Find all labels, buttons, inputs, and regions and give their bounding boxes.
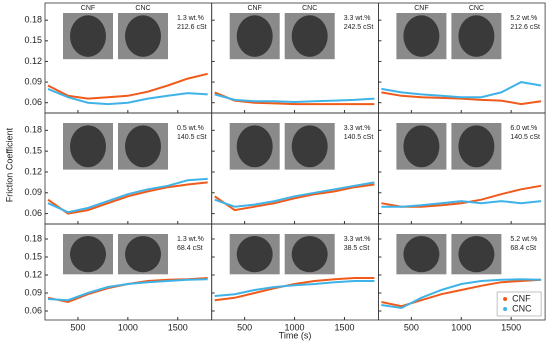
series-line [381, 200, 542, 208]
y-tick-label: 0.06 [24, 305, 42, 315]
annotation: 6.0 wt.% [510, 125, 537, 132]
image-label: CNC [135, 5, 150, 12]
y-tick-label: 0.15 [24, 146, 42, 156]
wear-scar [125, 125, 161, 168]
series-line [47, 181, 208, 215]
x-tick-label: 500 [237, 322, 252, 332]
wear-scar [236, 125, 273, 168]
y-axis-label: Friction Coefficient [4, 127, 14, 202]
image-label: CNF [81, 5, 95, 12]
wear-scar [458, 15, 495, 57]
y-tick-label: 0.06 [24, 208, 42, 218]
x-tick-label: 1000 [285, 322, 305, 332]
wear-scar [291, 125, 328, 168]
wear-scar [403, 125, 440, 168]
wear-scar [403, 236, 440, 273]
x-axis-label: Time (s) [279, 330, 312, 340]
annotation: 212.6 cSt [510, 24, 540, 31]
wear-scar [70, 125, 106, 168]
annotation: 68.4 cSt [177, 245, 203, 252]
y-tick-label: 0.18 [24, 125, 42, 135]
series-line [214, 277, 375, 302]
y-tick-label: 0.06 [24, 97, 42, 107]
annotation: 68.4 cSt [510, 245, 536, 252]
series-line [47, 278, 208, 302]
series-line [47, 72, 208, 100]
annotation: 5.2 wt.% [510, 15, 537, 22]
y-tick-label: 0.09 [24, 187, 42, 197]
wear-scar [291, 236, 328, 273]
x-tick-label: 1000 [451, 322, 471, 332]
y-tick-label: 0.15 [24, 251, 42, 261]
x-tick-label: 1500 [168, 322, 188, 332]
annotation: 0.5 wt.% [177, 125, 204, 132]
annotation: 3.3 wt.% [344, 15, 371, 22]
x-tick-label: 1500 [334, 322, 354, 332]
series-line [214, 181, 375, 208]
image-label: CNC [302, 5, 317, 12]
wear-scar [125, 15, 161, 57]
annotation: 3.3 wt.% [344, 125, 371, 132]
x-tick-label: 500 [70, 322, 85, 332]
annotation: 3.3 wt.% [344, 236, 371, 243]
wear-scar [403, 15, 440, 57]
annotation: 212.6 cSt [177, 24, 207, 31]
legend-box [496, 291, 542, 317]
legend-label: CNF [512, 293, 531, 303]
annotation: 140.5 cSt [177, 134, 207, 141]
y-tick-label: 0.12 [24, 56, 42, 66]
x-tick-label: 500 [404, 322, 419, 332]
y-tick-label: 0.12 [24, 166, 42, 176]
wear-scar [458, 125, 495, 168]
annotation: 140.5 cSt [344, 134, 374, 141]
wear-scar [291, 15, 328, 57]
image-label: CNF [248, 5, 262, 12]
y-tick-label: 0.09 [24, 287, 42, 297]
series-line [214, 183, 375, 212]
annotation: 5.2 wt.% [510, 236, 537, 243]
annotation: 1.3 wt.% [177, 236, 204, 243]
legend-marker [503, 297, 508, 301]
y-tick-label: 0.15 [24, 35, 42, 45]
x-tick-label: 1000 [118, 322, 138, 332]
y-tick-label: 0.18 [24, 233, 42, 243]
series-line [381, 91, 542, 106]
series-line [214, 280, 375, 297]
series-line [214, 93, 375, 104]
wear-scar [70, 236, 106, 273]
series-line [381, 81, 542, 99]
legend-marker [503, 307, 508, 311]
wear-scar [70, 15, 106, 57]
y-tick-label: 0.09 [24, 76, 42, 86]
series-line [47, 177, 208, 214]
wear-scar [125, 236, 161, 273]
image-label: CNF [414, 5, 428, 12]
wear-scar [458, 236, 495, 273]
annotation: 38.5 cSt [344, 245, 370, 252]
image-label: CNC [469, 5, 484, 12]
legend-label: CNC [512, 303, 532, 313]
annotation: 242.5 cSt [344, 24, 374, 31]
series-line [381, 278, 542, 310]
series-line [47, 87, 208, 106]
y-tick-label: 0.18 [24, 15, 42, 25]
y-tick-label: 0.12 [24, 269, 42, 279]
x-tick-label: 1500 [501, 322, 521, 332]
annotation: 140.5 cSt [510, 134, 540, 141]
wear-scar [236, 236, 273, 273]
wear-scar [236, 15, 273, 57]
annotation: 1.3 wt.% [177, 15, 204, 22]
